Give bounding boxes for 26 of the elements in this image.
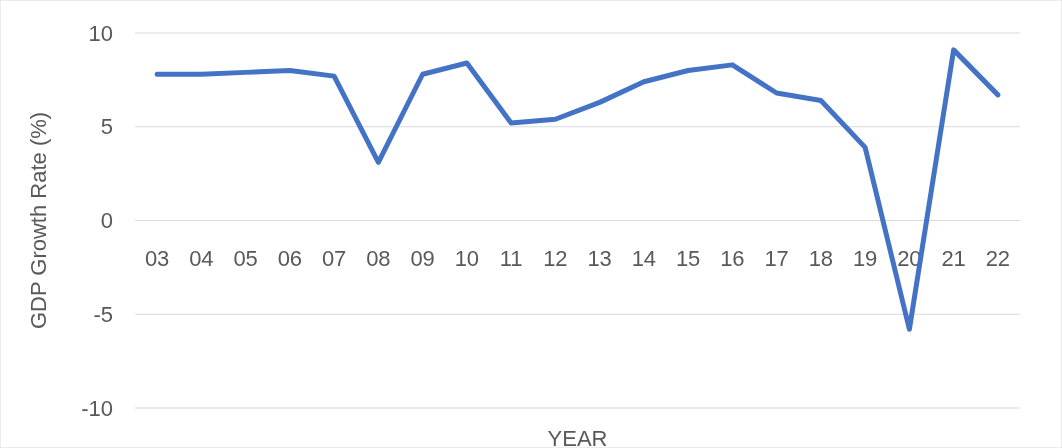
x-tick-label: 10 <box>454 245 480 271</box>
x-tick-label: 03 <box>144 245 170 271</box>
x-tick-label: 11 <box>499 245 523 271</box>
x-tick-label: 19 <box>852 245 878 271</box>
y-tick-label: 10 <box>88 20 113 46</box>
x-tick-label: 14 <box>631 245 657 271</box>
x-axis-title: YEAR <box>547 426 608 448</box>
x-tick-label: 07 <box>321 245 347 271</box>
x-tick-label: 15 <box>675 245 701 271</box>
y-axis-title: GDP Growth Rate (%) <box>26 111 51 330</box>
y-tick-label: -5 <box>93 301 113 327</box>
x-tick-label: 08 <box>366 245 391 271</box>
x-tick-label: 13 <box>587 245 612 271</box>
x-tick-label: 17 <box>764 245 789 271</box>
x-tick-label: 16 <box>720 245 745 271</box>
x-tick-label: 18 <box>808 245 834 271</box>
x-tick-label: 22 <box>985 245 1011 271</box>
x-tick-label: 04 <box>189 245 214 271</box>
x-tick-label: 12 <box>543 245 568 271</box>
y-tick-label: -10 <box>81 395 113 421</box>
x-tick-label: 21 <box>941 245 966 271</box>
x-tick-label: 09 <box>410 245 435 271</box>
y-tick-label: 5 <box>100 114 113 140</box>
x-tick-label: 06 <box>277 245 303 271</box>
x-tick-label: 05 <box>233 245 258 271</box>
y-tick-label: 0 <box>100 208 113 234</box>
